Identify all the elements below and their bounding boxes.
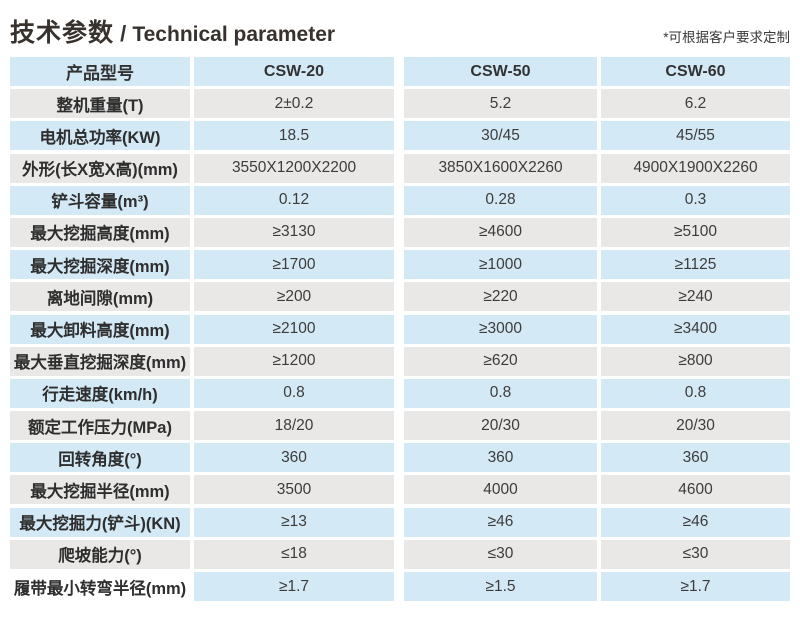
column-header-product-model: 产品型号 bbox=[10, 57, 190, 86]
param-label: 最大卸料高度(mm) bbox=[10, 314, 190, 344]
page-title-chinese: 技术参数 bbox=[10, 19, 115, 47]
page-title: 技术参数 / Technical parameter bbox=[10, 13, 335, 49]
param-value-csw60: 360 bbox=[601, 443, 790, 473]
param-value-csw60: 0.8 bbox=[601, 378, 790, 408]
param-label: 履带最小转弯半径(mm) bbox=[10, 572, 190, 601]
param-value-csw60: ≥800 bbox=[601, 346, 790, 376]
table-row-min-track-turning-radius: 履带最小转弯半径(mm) ≥1.7 ≥1.5 ≥1.7 bbox=[10, 572, 790, 601]
param-value-csw50: ≥220 bbox=[404, 282, 597, 312]
param-value-csw60: 20/30 bbox=[601, 411, 790, 441]
param-value-csw60: 4600 bbox=[601, 475, 790, 505]
table-row-rotation-angle: 回转角度(°) 360 360 360 bbox=[10, 443, 790, 473]
param-value-csw20: ≥1200 bbox=[194, 346, 394, 376]
column-header-csw60: CSW-60 bbox=[601, 57, 790, 86]
param-label: 最大垂直挖掘深度(mm) bbox=[10, 346, 190, 376]
param-value-csw50: 4000 bbox=[404, 475, 597, 505]
page-header: 技术参数 / Technical parameter *可根据客户要求定制 bbox=[0, 0, 800, 57]
param-value-csw20: ≥13 bbox=[194, 507, 394, 537]
table-row-motor-power: 电机总功率(KW) 18.5 30/45 45/55 bbox=[10, 121, 790, 151]
param-label: 最大挖掘半径(mm) bbox=[10, 475, 190, 505]
param-value-csw50: 360 bbox=[404, 443, 597, 473]
param-label: 最大挖掘深度(mm) bbox=[10, 250, 190, 280]
param-value-csw50: 0.8 bbox=[404, 378, 597, 408]
table-row-max-vertical-digging-depth: 最大垂直挖掘深度(mm) ≥1200 ≥620 ≥800 bbox=[10, 346, 790, 376]
table-row-travel-speed: 行走速度(km/h) 0.8 0.8 0.8 bbox=[10, 378, 790, 408]
column-header-csw50: CSW-50 bbox=[404, 57, 597, 86]
param-label: 行走速度(km/h) bbox=[10, 378, 190, 408]
column-header-csw20: CSW-20 bbox=[194, 57, 394, 86]
param-value-csw50: ≥46 bbox=[404, 507, 597, 537]
table-row-bucket-capacity: 铲斗容量(m³) 0.12 0.28 0.3 bbox=[10, 185, 790, 215]
param-value-csw20: ≥3130 bbox=[194, 217, 394, 247]
param-value-csw50: 30/45 bbox=[404, 121, 597, 151]
table-row-max-digging-radius: 最大挖掘半径(mm) 3500 4000 4600 bbox=[10, 475, 790, 505]
param-value-csw20: 2±0.2 bbox=[194, 89, 394, 119]
technical-parameter-table: 产品型号 CSW-20 CSW-50 CSW-60 整机重量(T) 2±0.2 … bbox=[10, 57, 790, 601]
param-value-csw20: ≥1700 bbox=[194, 250, 394, 280]
param-value-csw50: 5.2 bbox=[404, 89, 597, 119]
param-value-csw20: 0.8 bbox=[194, 378, 394, 408]
param-value-csw20: 0.12 bbox=[194, 185, 394, 215]
param-label: 额定工作压力(MPa) bbox=[10, 411, 190, 441]
page-title-separator: / bbox=[114, 21, 133, 46]
table-row-climbing-ability: 爬坡能力(°) ≤18 ≤30 ≤30 bbox=[10, 539, 790, 569]
table-row-dimensions: 外形(长X宽X高)(mm) 3550X1200X2200 3850X1600X2… bbox=[10, 153, 790, 183]
table-row-max-digging-height: 最大挖掘高度(mm) ≥3130 ≥4600 ≥5100 bbox=[10, 217, 790, 247]
param-value-csw50: 20/30 bbox=[404, 411, 597, 441]
param-value-csw20: 3500 bbox=[194, 475, 394, 505]
param-label: 离地间隙(mm) bbox=[10, 282, 190, 312]
param-value-csw60: 6.2 bbox=[601, 89, 790, 119]
param-value-csw60: ≥46 bbox=[601, 507, 790, 537]
param-value-csw50: ≥620 bbox=[404, 346, 597, 376]
param-value-csw20: ≥2100 bbox=[194, 314, 394, 344]
page-title-english: Technical parameter bbox=[132, 23, 336, 46]
param-label: 最大挖掘力(铲斗)(KN) bbox=[10, 507, 190, 537]
param-value-csw20: ≥1.7 bbox=[194, 572, 394, 601]
param-value-csw50: ≥1000 bbox=[404, 250, 597, 280]
param-label: 铲斗容量(m³) bbox=[10, 185, 190, 215]
param-label: 电机总功率(KW) bbox=[10, 121, 190, 151]
param-value-csw60: ≥1.7 bbox=[601, 572, 790, 601]
table-row-max-digging-depth: 最大挖掘深度(mm) ≥1700 ≥1000 ≥1125 bbox=[10, 250, 790, 280]
param-value-csw50: ≥1.5 bbox=[404, 572, 597, 601]
table-row-max-unloading-height: 最大卸料高度(mm) ≥2100 ≥3000 ≥3400 bbox=[10, 314, 790, 344]
param-value-csw20: 360 bbox=[194, 443, 394, 473]
table-row-ground-clearance: 离地间隙(mm) ≥200 ≥220 ≥240 bbox=[10, 282, 790, 312]
param-value-csw60: ≥1125 bbox=[601, 250, 790, 280]
table-header-row: 产品型号 CSW-20 CSW-50 CSW-60 bbox=[10, 57, 790, 86]
param-value-csw60: ≥5100 bbox=[601, 217, 790, 247]
table-row-max-digging-force: 最大挖掘力(铲斗)(KN) ≥13 ≥46 ≥46 bbox=[10, 507, 790, 537]
param-value-csw20: 18/20 bbox=[194, 411, 394, 441]
param-value-csw50: 0.28 bbox=[404, 185, 597, 215]
param-value-csw60: ≥240 bbox=[601, 282, 790, 312]
param-value-csw20: 3550X1200X2200 bbox=[194, 153, 394, 183]
param-value-csw20: 18.5 bbox=[194, 121, 394, 151]
param-value-csw50: ≥3000 bbox=[404, 314, 597, 344]
param-value-csw60: 0.3 bbox=[601, 185, 790, 215]
param-value-csw60: ≥3400 bbox=[601, 314, 790, 344]
param-value-csw20: ≥200 bbox=[194, 282, 394, 312]
param-value-csw50: 3850X1600X2260 bbox=[404, 153, 597, 183]
param-value-csw50: ≤30 bbox=[404, 539, 597, 569]
customization-note: *可根据客户要求定制 bbox=[663, 30, 790, 45]
param-value-csw60: 45/55 bbox=[601, 121, 790, 151]
param-label: 爬坡能力(°) bbox=[10, 539, 190, 569]
param-label: 回转角度(°) bbox=[10, 443, 190, 473]
param-value-csw60: ≤30 bbox=[601, 539, 790, 569]
param-value-csw60: 4900X1900X2260 bbox=[601, 153, 790, 183]
param-label: 外形(长X宽X高)(mm) bbox=[10, 153, 190, 183]
param-label: 整机重量(T) bbox=[10, 89, 190, 119]
param-label: 最大挖掘高度(mm) bbox=[10, 217, 190, 247]
param-value-csw20: ≤18 bbox=[194, 539, 394, 569]
table-row-machine-weight: 整机重量(T) 2±0.2 5.2 6.2 bbox=[10, 89, 790, 119]
table-row-rated-working-pressure: 额定工作压力(MPa) 18/20 20/30 20/30 bbox=[10, 411, 790, 441]
param-value-csw50: ≥4600 bbox=[404, 217, 597, 247]
